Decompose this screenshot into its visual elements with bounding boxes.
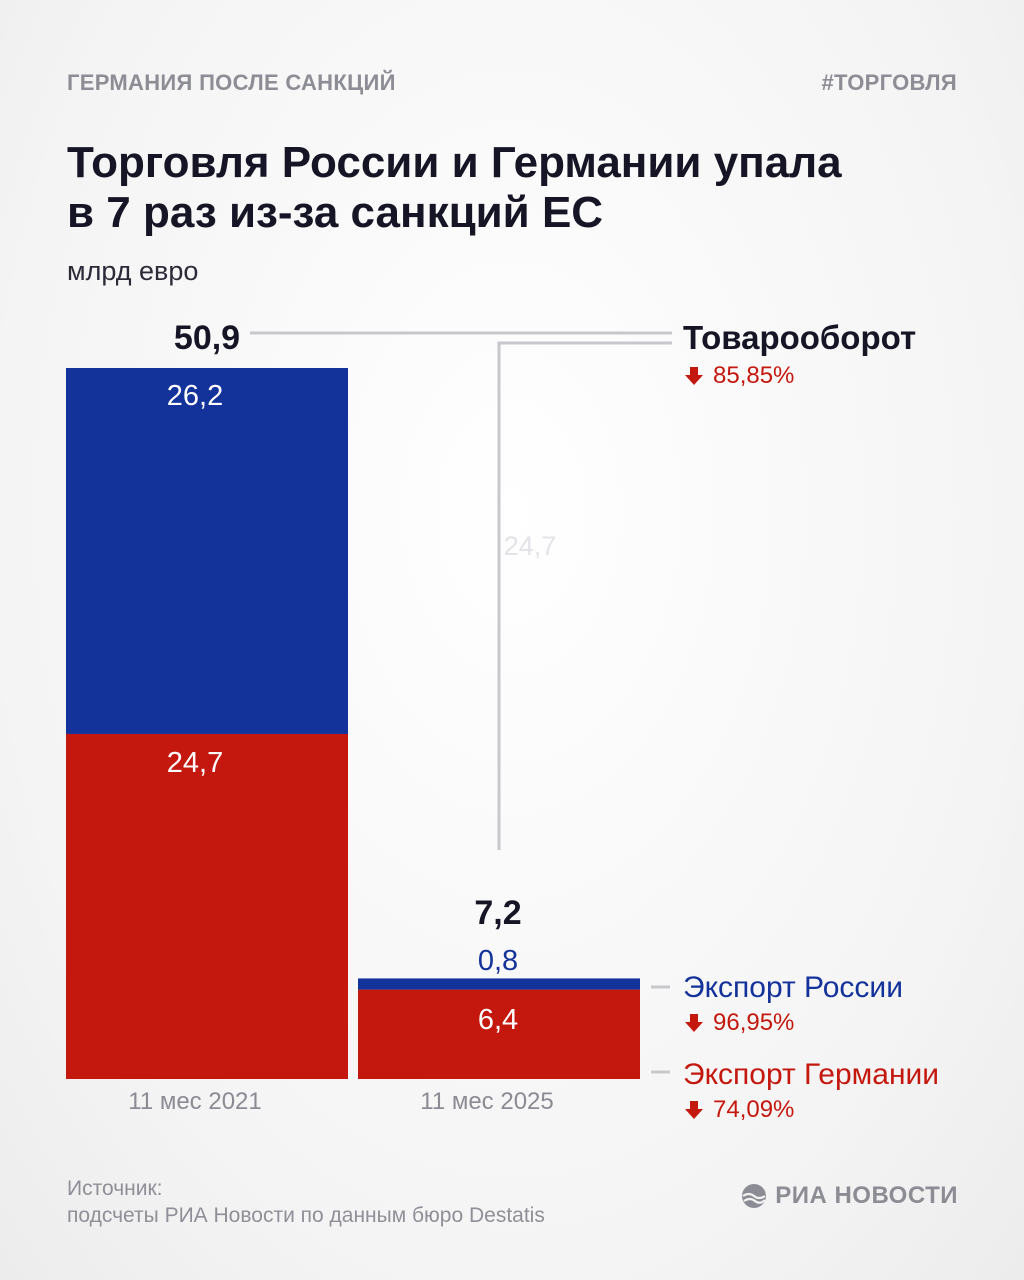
down-arrow-icon: [685, 1014, 703, 1032]
hashtag-label: #ТОРГОВЛЯ: [821, 70, 957, 95]
source-text: подсчеты РИА Новости по данным бюро Dest…: [67, 1204, 545, 1227]
leader-line-total-2025: [497, 341, 672, 850]
value-label-russia: 26,2: [167, 380, 223, 412]
stacked-bar-chart: 24,7 11 мес 2021 26,2 24,7 50,9 11 мес 2025 0,…: [66, 319, 939, 1123]
ria-logo: РИА НОВОСТИ: [741, 1182, 958, 1210]
header-kicker: ГЕРМАНИЯ ПОСЛЕ САНКЦИЙ: [67, 70, 396, 95]
down-arrow-icon: [685, 1101, 703, 1119]
value-label-germany: 24,7: [167, 747, 223, 779]
bar-russia-export-2: [358, 978, 640, 990]
source-label: Источник:: [67, 1177, 163, 1200]
legend-change-value: 74,09%: [713, 1096, 794, 1123]
legend-label: Экспорт России: [683, 971, 903, 1004]
legend-label: Товарооборот: [683, 319, 916, 356]
total-value-label: 50,9: [174, 319, 240, 357]
value-label-germany: 6,4: [478, 1004, 518, 1036]
legend-label: Экспорт Германии: [683, 1058, 939, 1091]
legend-change-value: 96,95%: [713, 1009, 794, 1036]
bar-germany-export-1: [66, 733, 348, 1079]
title-line-2: в 7 раз из-за санкций ЕС: [67, 188, 604, 237]
unit-label: млрд евро: [67, 256, 199, 286]
ghost-value-label: 24,7: [504, 531, 557, 561]
total-value-label: 7,2: [474, 894, 521, 932]
title-line-1: Торговля России и Германии упала: [67, 138, 842, 187]
x-tick-label: 11 мес 2025: [420, 1088, 554, 1115]
ria-logo-icon: [742, 1184, 767, 1208]
page-title: Торговля России и Германии упала в 7 раз…: [67, 138, 947, 238]
bar-germany-export-2: [358, 989, 640, 1079]
legend-change-value: 85,85%: [713, 362, 794, 389]
ria-logo-text: РИА НОВОСТИ: [775, 1182, 958, 1209]
value-label-russia: 0,8: [478, 945, 518, 977]
source-note: Источник: подсчеты РИА Новости по данным…: [67, 1175, 545, 1229]
x-tick-label: 11 мес 2021: [128, 1088, 262, 1115]
bar-russia-export-1: [66, 368, 348, 734]
down-arrow-icon: [685, 367, 703, 385]
